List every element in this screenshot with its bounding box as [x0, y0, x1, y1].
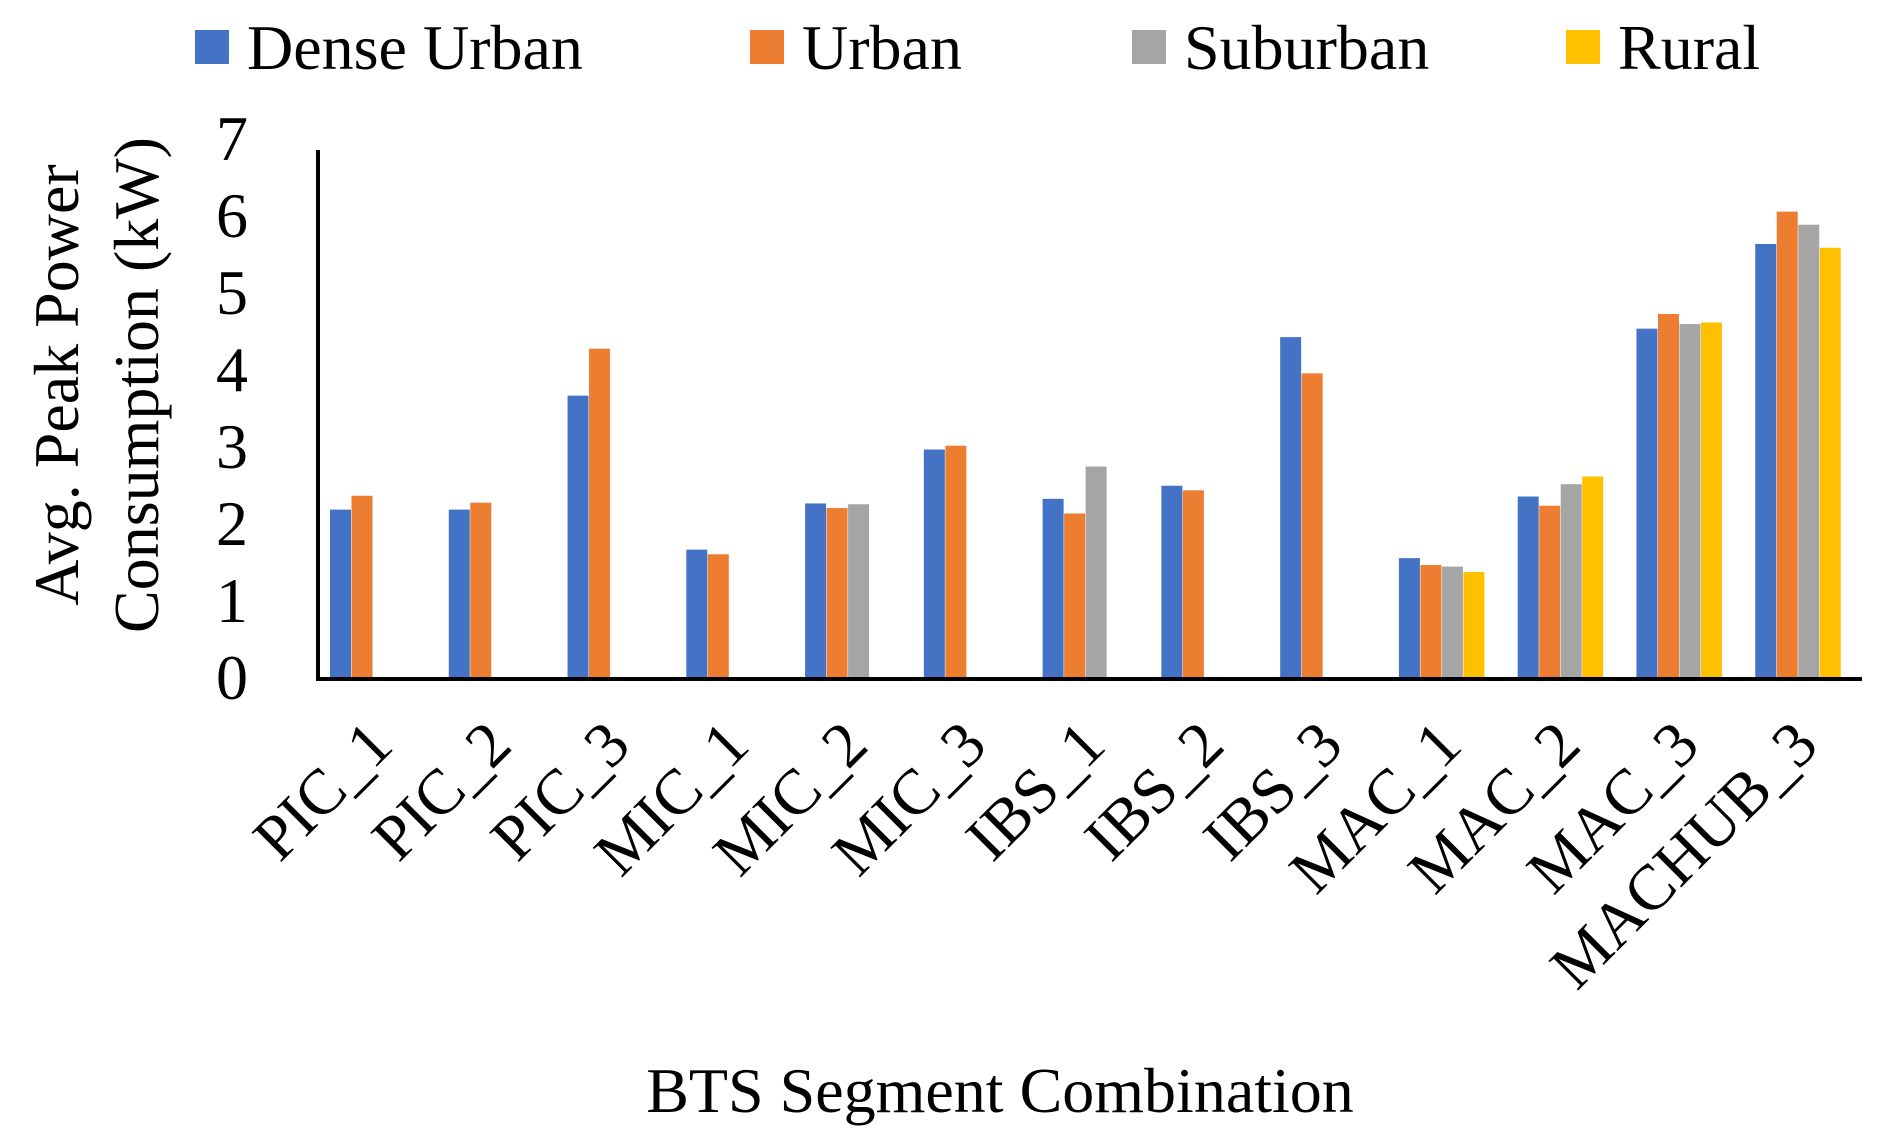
y-tick-label: 3 — [216, 411, 248, 482]
bar-mic-3-dense-urban — [923, 449, 945, 679]
bar-mic-2-dense-urban — [805, 503, 827, 679]
bar-ibs-3-urban — [1301, 373, 1323, 679]
bar-mac-2-rural — [1582, 476, 1604, 679]
bar-mac-3-rural — [1700, 322, 1722, 679]
y-tick-label: 7 — [216, 103, 248, 174]
bar-mac-1-dense-urban — [1398, 558, 1420, 679]
bar-mac-3-urban — [1657, 314, 1679, 679]
bar-mic-1-urban — [707, 554, 729, 679]
bar-ibs-3-dense-urban — [1280, 337, 1302, 679]
bar-pic-3-dense-urban — [567, 395, 589, 679]
bar-machub-3-dense-urban — [1755, 243, 1777, 679]
y-axis-title-line-1: Avg. Peak Power — [21, 164, 92, 605]
legend-label-suburban: Suburban — [1184, 12, 1429, 83]
bar-machub-3-suburban — [1798, 224, 1820, 679]
bar-ibs-1-dense-urban — [1042, 498, 1064, 679]
bars — [330, 211, 1841, 680]
bar-machub-3-urban — [1776, 211, 1798, 680]
bar-mac-1-rural — [1463, 571, 1485, 679]
legend-label-dense-urban: Dense Urban — [247, 12, 583, 83]
bar-machub-3-rural — [1819, 247, 1841, 680]
bar-ibs-2-urban — [1182, 490, 1204, 679]
y-tick-label: 0 — [216, 642, 248, 713]
y-tick-label: 1 — [216, 565, 248, 636]
bar-pic-3-urban — [589, 348, 611, 679]
legend-swatch-dense-urban — [195, 30, 229, 64]
y-tick-label: 5 — [216, 257, 248, 328]
bar-ibs-2-dense-urban — [1161, 485, 1183, 679]
bar-mac-1-suburban — [1441, 566, 1463, 679]
x-tick-label: IBS_1 — [952, 708, 1118, 874]
bar-pic-2-dense-urban — [448, 509, 470, 679]
y-tick-label: 4 — [216, 334, 248, 405]
bar-ibs-1-urban — [1064, 513, 1086, 679]
x-tick-label: PIC_1 — [239, 708, 405, 874]
bar-mac-2-urban — [1539, 505, 1561, 679]
legend: Dense Urban Urban Suburban Rural — [195, 12, 1760, 83]
bar-mic-2-urban — [826, 508, 848, 679]
x-tick-label: IBS_2 — [1071, 708, 1237, 874]
bar-mac-3-dense-urban — [1636, 328, 1658, 679]
bar-pic-1-urban — [351, 495, 373, 679]
bar-mic-2-suburban — [848, 504, 870, 679]
x-axis-title: BTS Segment Combination — [646, 1055, 1354, 1126]
legend-swatch-urban — [750, 30, 784, 64]
x-axis-ticks: PIC_1PIC_2PIC_3MIC_1MIC_2MIC_3IBS_1IBS_2… — [239, 708, 1830, 1002]
y-axis-title-line-2: Consumption (kW) — [101, 137, 172, 633]
bar-mac-2-dense-urban — [1517, 496, 1539, 679]
legend-label-urban: Urban — [802, 12, 962, 83]
bar-mic-3-urban — [945, 445, 967, 679]
bar-mac-2-suburban — [1560, 484, 1582, 679]
bar-ibs-1-suburban — [1085, 466, 1107, 679]
x-tick-label: PIC_2 — [358, 708, 524, 874]
legend-label-rural: Rural — [1618, 12, 1760, 83]
bar-mac-3-suburban — [1679, 324, 1701, 679]
y-tick-label: 2 — [216, 488, 248, 559]
legend-swatch-rural — [1566, 30, 1600, 64]
y-tick-label: 6 — [216, 180, 248, 251]
y-axis-title: Avg. Peak Power Consumption (kW) — [21, 137, 172, 633]
bar-pic-2-urban — [470, 502, 492, 679]
legend-swatch-suburban — [1132, 30, 1166, 64]
bar-pic-1-dense-urban — [330, 509, 351, 679]
bar-mac-1-urban — [1420, 565, 1442, 679]
bar-mic-1-dense-urban — [686, 549, 708, 679]
